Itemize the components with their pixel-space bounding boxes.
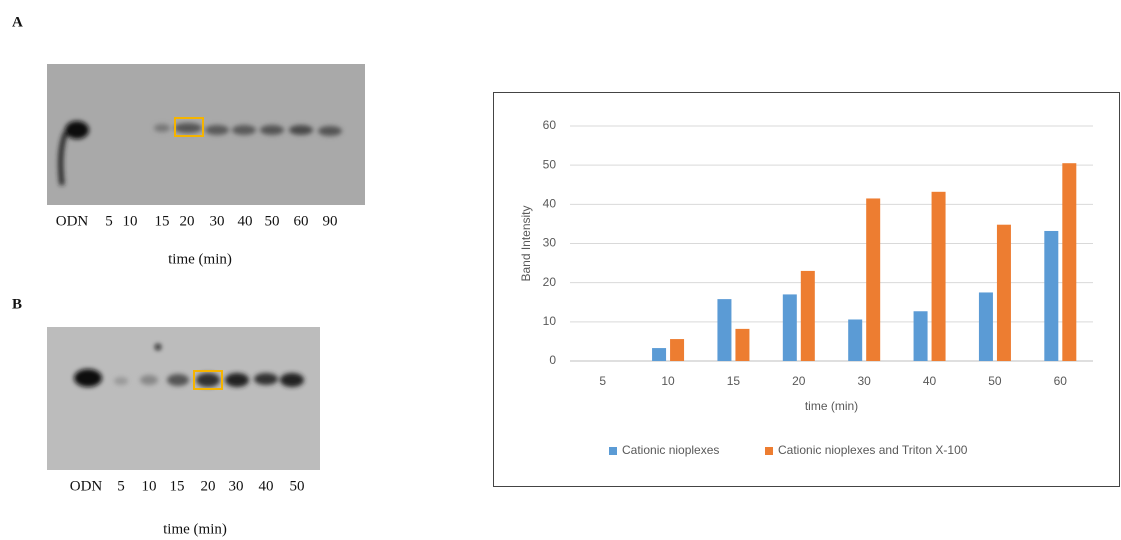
x-tick-label: 15 xyxy=(727,374,741,388)
lane-label: 20 xyxy=(180,213,195,229)
x-tick-label: 30 xyxy=(858,374,872,388)
lane-label: 50 xyxy=(290,478,305,494)
bar xyxy=(783,294,797,361)
x-tick-label: 20 xyxy=(792,374,806,388)
x-tick-label: 60 xyxy=(1054,374,1068,388)
y-tick-label: 50 xyxy=(543,157,557,171)
lane-label: 10 xyxy=(123,213,138,229)
lane-label: 5 xyxy=(117,478,125,494)
figure: AODN51015203040506090time (min)BODN51015… xyxy=(0,0,1121,540)
y-tick-label: 60 xyxy=(543,118,557,132)
lane-label: 90 xyxy=(323,213,338,229)
y-tick-label: 20 xyxy=(543,275,557,289)
panel-label: B xyxy=(12,296,22,312)
legend-swatch xyxy=(765,447,773,455)
x-tick-label: 10 xyxy=(661,374,675,388)
x-axis-title: time (min) xyxy=(805,399,858,413)
panel-label: A xyxy=(12,14,23,30)
lane-label: 15 xyxy=(155,213,170,229)
lane-label: 30 xyxy=(210,213,225,229)
gel-image xyxy=(47,64,365,205)
lane-label: ODN xyxy=(70,478,103,494)
bar xyxy=(735,329,749,361)
bar xyxy=(717,299,731,361)
lane-label: 60 xyxy=(294,213,309,229)
y-axis-title: Band Intensity xyxy=(519,205,533,281)
y-tick-label: 40 xyxy=(543,197,557,211)
lane-label: 15 xyxy=(170,478,185,494)
axis-label: time (min) xyxy=(168,251,232,267)
bar xyxy=(1062,163,1076,361)
bar xyxy=(914,311,928,361)
bar xyxy=(979,292,993,361)
lane-label: 30 xyxy=(229,478,244,494)
y-tick-label: 10 xyxy=(543,314,557,328)
legend-swatch xyxy=(609,447,617,455)
bar xyxy=(848,319,862,361)
x-tick-label: 5 xyxy=(599,374,606,388)
legend-label: Cationic nioplexes and Triton X-100 xyxy=(778,443,968,457)
lane-label: 10 xyxy=(142,478,157,494)
bar xyxy=(932,192,946,361)
bar xyxy=(1044,231,1058,361)
x-tick-label: 50 xyxy=(988,374,1002,388)
gel-image xyxy=(47,327,320,470)
y-tick-label: 30 xyxy=(543,236,557,250)
bar xyxy=(670,339,684,361)
lane-label: 40 xyxy=(259,478,274,494)
x-tick-label: 40 xyxy=(923,374,937,388)
y-tick-label: 0 xyxy=(549,353,556,367)
lane-label: 40 xyxy=(238,213,253,229)
bar xyxy=(997,225,1011,361)
lane-label: 20 xyxy=(201,478,216,494)
lane-label: ODN xyxy=(56,213,89,229)
lane-label: 5 xyxy=(105,213,113,229)
lane-label: 50 xyxy=(265,213,280,229)
legend-label: Cationic nioplexes xyxy=(622,443,719,457)
bar xyxy=(652,348,666,361)
axis-label: time (min) xyxy=(163,521,227,537)
bar xyxy=(866,198,880,361)
bar xyxy=(801,271,815,361)
